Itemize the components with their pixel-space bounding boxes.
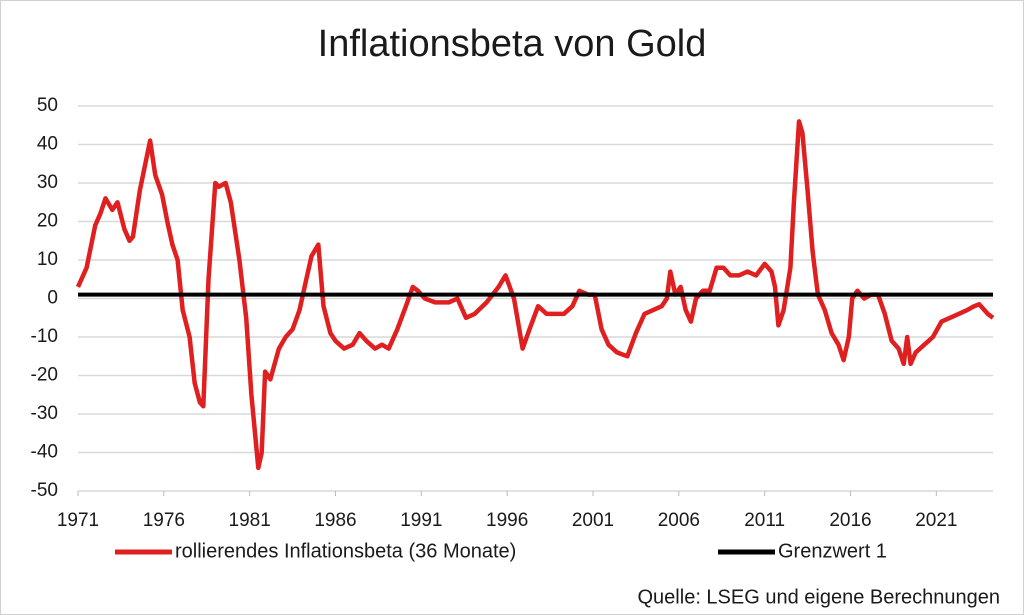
legend-label: rollierendes Inflationsbeta (36 Monate) [175,540,516,562]
y-tick-label: 20 [37,211,58,232]
y-tick-label: 0 [47,288,58,309]
data-line [75,119,995,471]
y-tick-label: 40 [37,134,58,155]
x-tick-label: 2016 [829,510,871,531]
y-tick-label: -40 [31,442,58,463]
x-tick-label: 1976 [143,510,185,531]
x-tick-label: 2001 [572,510,614,531]
x-tick-label: 1971 [57,510,99,531]
y-tick-label: 50 [37,95,58,116]
source-note: Quelle: LSEG und eigene Berechnungen [638,586,1001,608]
y-tick-label: -10 [31,326,58,347]
y-tick-label: 30 [37,172,58,193]
x-tick-label: 1981 [229,510,271,531]
y-tick-label: -50 [31,480,58,501]
x-tick-label: 2006 [658,510,700,531]
chart-title: Inflationsbeta von Gold [318,23,707,65]
y-tick-label: -30 [31,403,58,424]
legend-label: Grenzwert 1 [778,540,887,562]
x-tick-label: 2011 [744,510,785,531]
x-tick-label: 2021 [915,510,957,531]
y-tick-label: 10 [37,249,58,270]
y-tick-label: -20 [31,365,58,386]
x-tick-label: 1996 [486,510,528,531]
x-tick-label: 1991 [400,510,442,531]
x-tick-label: 1986 [314,510,356,531]
